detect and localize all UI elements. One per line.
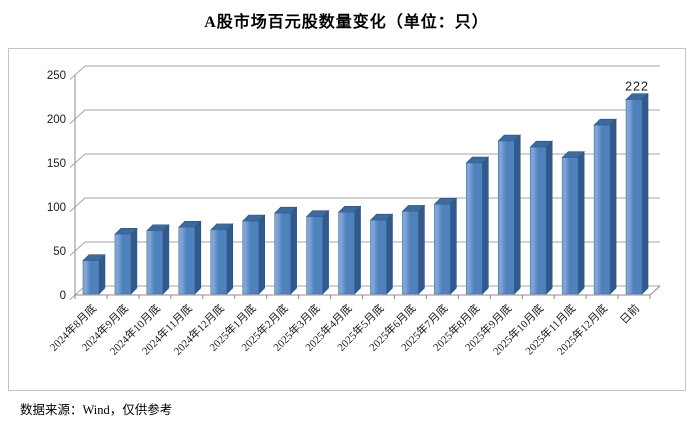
bar <box>402 211 419 295</box>
y-axis-label: 100 <box>47 202 66 214</box>
bar-side-face <box>545 140 553 295</box>
bar <box>529 146 547 295</box>
bar <box>274 212 291 295</box>
gridline-diagonal <box>69 65 86 80</box>
bar-side-face <box>258 214 265 295</box>
gridline-diagonal <box>69 109 86 124</box>
bar <box>82 260 100 295</box>
gridline-diagonal <box>69 285 86 300</box>
bar-side-face <box>130 227 138 295</box>
bar <box>434 204 451 295</box>
bar <box>625 99 643 295</box>
bar-side-face <box>609 118 617 295</box>
bar-side-face <box>513 134 521 295</box>
source-note: 数据来源：Wind，仅供参考 <box>20 403 173 417</box>
bar-side-face <box>482 156 489 295</box>
y-axis-label: 150 <box>47 158 66 170</box>
bar <box>242 220 259 295</box>
bar <box>593 124 611 295</box>
bar-side-face <box>577 150 585 295</box>
bar <box>338 212 355 295</box>
bar-side-face <box>641 92 649 295</box>
gridline-diagonal <box>69 153 86 168</box>
chart-plot-area: 0 50 100 150 200 250 2024年8月底 2024年9月底 2024年10月底… <box>8 48 686 391</box>
floor-right-edge <box>649 285 661 296</box>
y-axis-label: 50 <box>53 246 66 258</box>
bar-side-face <box>194 220 202 295</box>
bar <box>306 216 323 295</box>
gridline-diagonal <box>69 241 86 256</box>
bar-side-face <box>290 206 297 295</box>
bar <box>210 229 227 295</box>
bar-side-face <box>322 209 329 295</box>
bar <box>178 226 196 295</box>
bar-side-face <box>418 204 425 295</box>
bar-chart-3d: 0501001502002502024年8月底2024年9月底2024年10月底… <box>46 65 661 358</box>
bar <box>466 162 483 295</box>
bar <box>498 140 515 295</box>
x-axis-label: 日前 <box>617 301 642 326</box>
bar-side-face <box>162 224 170 295</box>
bar <box>146 230 164 295</box>
y-axis-label: 0 <box>60 290 66 302</box>
bar <box>561 157 579 295</box>
gridline-diagonal <box>69 197 86 212</box>
chart-title: A股市场百元股数量变化（单位：只） <box>204 14 489 31</box>
data-label: 222 <box>625 80 649 94</box>
bar <box>370 219 387 295</box>
y-axis-label: 250 <box>47 70 66 82</box>
y-axis-label: 200 <box>47 114 66 126</box>
bar <box>114 234 132 295</box>
bar-side-face <box>98 253 106 295</box>
bar-side-face <box>386 213 393 295</box>
bar-side-face <box>226 223 234 295</box>
bar-side-face <box>450 197 457 295</box>
bar-side-face <box>354 205 361 295</box>
